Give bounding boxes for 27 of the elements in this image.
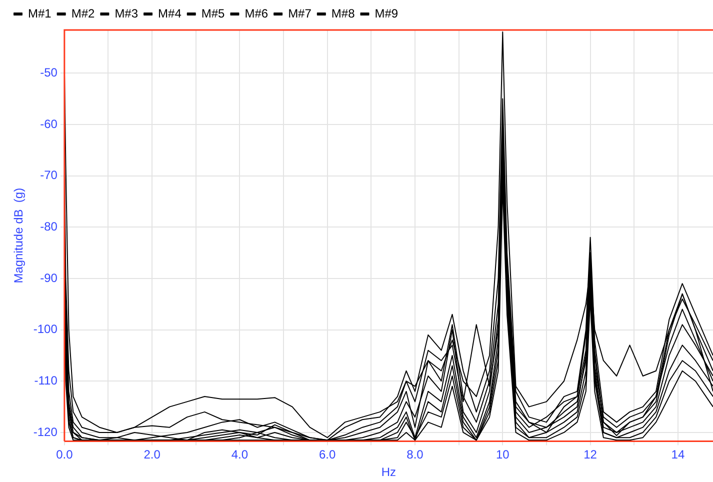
x-tick-label: 12 — [584, 448, 598, 462]
y-tick-label: -70 — [40, 168, 58, 182]
y-axis-title: Magnitude dB (g) — [12, 188, 26, 284]
legend-label: M#7 — [288, 6, 312, 20]
y-tick-label: -50 — [40, 65, 58, 80]
y-tick-label: -120 — [33, 424, 58, 439]
x-tick-label: 10 — [496, 448, 510, 462]
legend-label: M#3 — [114, 6, 138, 20]
legend-label: M#9 — [374, 6, 398, 20]
y-tick-label: -90 — [40, 270, 58, 285]
y-tick-label: -80 — [40, 219, 58, 234]
legend-label: M#4 — [158, 6, 182, 20]
legend-label: M#8 — [331, 6, 356, 20]
x-axis-title: Hz — [381, 465, 396, 480]
legend-label: M#2 — [71, 6, 96, 20]
y-tick-label: -100 — [33, 322, 58, 336]
x-tick-label: 0.0 — [56, 448, 74, 462]
legend-label: M#1 — [28, 6, 52, 20]
x-tick-label: 4.0 — [231, 448, 248, 462]
y-tick-label: -110 — [34, 373, 58, 388]
legend-label: M#5 — [201, 6, 226, 20]
legend-label: M#6 — [244, 6, 268, 20]
x-tick-label: 6.0 — [319, 448, 336, 462]
x-tick-label: 8.0 — [406, 448, 424, 462]
y-tick-label: -60 — [40, 116, 58, 131]
x-tick-label: 14 — [671, 448, 685, 462]
x-tick-label: 2.0 — [144, 448, 161, 462]
